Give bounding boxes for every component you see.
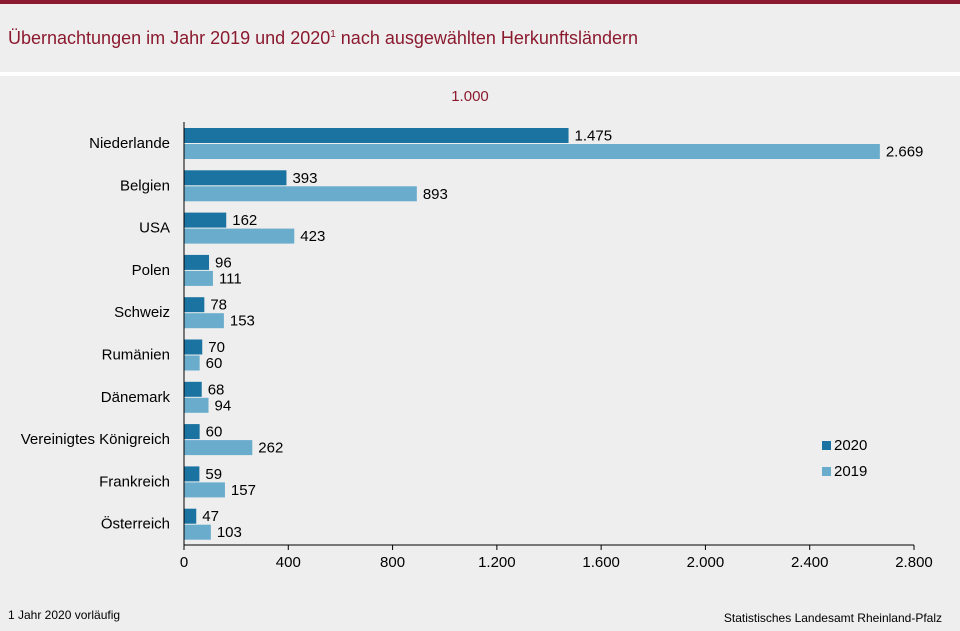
bar-2020 bbox=[184, 508, 197, 524]
source-credit: Statistisches Landesamt Rheinland-Pfalz bbox=[723, 611, 942, 625]
bar-2020 bbox=[184, 339, 203, 355]
data-label-2019: 60 bbox=[206, 355, 223, 372]
category-label: Polen bbox=[132, 262, 170, 279]
data-label-2019: 153 bbox=[230, 313, 255, 330]
data-label-2020: 162 bbox=[232, 212, 257, 229]
bar-2019 bbox=[184, 270, 213, 286]
x-tick-label: 800 bbox=[380, 554, 405, 571]
category-label: Österreich bbox=[101, 515, 170, 533]
legend-label-2019: 2019 bbox=[834, 463, 867, 480]
category-label: Belgien bbox=[120, 177, 170, 194]
bar-2019 bbox=[184, 440, 253, 456]
bar-2019 bbox=[184, 144, 880, 159]
bar-2019 bbox=[184, 355, 200, 371]
bar-2020 bbox=[184, 170, 287, 186]
bar-2019 bbox=[184, 313, 224, 329]
bar-2019 bbox=[184, 524, 211, 540]
chart-title-text: Übernachtungen im Jahr 2019 und 2020 bbox=[8, 28, 331, 48]
data-label-2019: 94 bbox=[215, 397, 232, 414]
data-label-2020: 78 bbox=[210, 297, 227, 314]
category-label: Niederlande bbox=[89, 135, 170, 152]
category-label: Frankreich bbox=[99, 473, 170, 490]
bar-2019 bbox=[184, 482, 225, 498]
x-tick-label: 1.200 bbox=[478, 554, 516, 571]
data-label-2019: 262 bbox=[258, 440, 283, 457]
data-label-2019: 423 bbox=[300, 228, 325, 245]
x-tick-label: 2.400 bbox=[791, 554, 829, 571]
chart-title: Übernachtungen im Jahr 2019 und 20201 na… bbox=[8, 28, 638, 49]
data-label-2020: 68 bbox=[208, 381, 225, 398]
data-label-2019: 2.669 bbox=[886, 143, 924, 160]
data-label-2020: 1.475 bbox=[575, 127, 613, 144]
bar-2020 bbox=[184, 254, 210, 270]
footnote: 1 Jahr 2020 vorläufig bbox=[8, 608, 121, 622]
bar-2020 bbox=[184, 212, 227, 228]
data-label-2019: 103 bbox=[217, 524, 242, 541]
data-label-2020: 96 bbox=[215, 254, 232, 271]
legend-label-2020: 2020 bbox=[834, 437, 867, 454]
chart-title-suffix: nach ausgewählten Herkunftsländern bbox=[335, 28, 638, 48]
data-label-2020: 70 bbox=[208, 339, 225, 356]
data-label-2019: 111 bbox=[219, 270, 242, 287]
bar-2020 bbox=[184, 128, 569, 143]
data-label-2020: 47 bbox=[202, 508, 219, 525]
data-label-2019: 893 bbox=[423, 186, 448, 203]
bar-2020 bbox=[184, 381, 202, 397]
title-divider bbox=[0, 72, 960, 76]
bar-2019 bbox=[184, 186, 417, 202]
data-label-2020: 393 bbox=[292, 170, 317, 187]
bar-2019 bbox=[184, 228, 295, 244]
category-label: Schweiz bbox=[114, 304, 170, 321]
x-tick-label: 2.000 bbox=[687, 554, 725, 571]
category-label: USA bbox=[139, 220, 170, 237]
category-label: Vereinigtes Königreich bbox=[21, 431, 170, 448]
category-label: Rumänien bbox=[102, 346, 170, 363]
x-tick-label: 400 bbox=[276, 554, 301, 571]
legend-swatch-2019 bbox=[822, 467, 831, 476]
legend-swatch-2020 bbox=[822, 441, 831, 450]
bar-2020 bbox=[184, 297, 205, 313]
bar-2020 bbox=[184, 466, 200, 482]
x-tick-label: 2.800 bbox=[895, 554, 933, 571]
bar-2019 bbox=[184, 397, 209, 413]
category-label: Dänemark bbox=[101, 389, 171, 406]
bar-2020 bbox=[184, 424, 200, 440]
data-label-2020: 59 bbox=[205, 466, 222, 483]
top-accent-bar bbox=[0, 0, 960, 4]
x-tick-label: 1.600 bbox=[582, 554, 620, 571]
data-label-2020: 60 bbox=[206, 424, 223, 441]
x-tick-label: 0 bbox=[180, 554, 188, 571]
unit-label: 1.000 bbox=[451, 88, 489, 105]
title-footnote-mark: 1 bbox=[330, 29, 336, 40]
data-label-2019: 157 bbox=[231, 482, 256, 499]
